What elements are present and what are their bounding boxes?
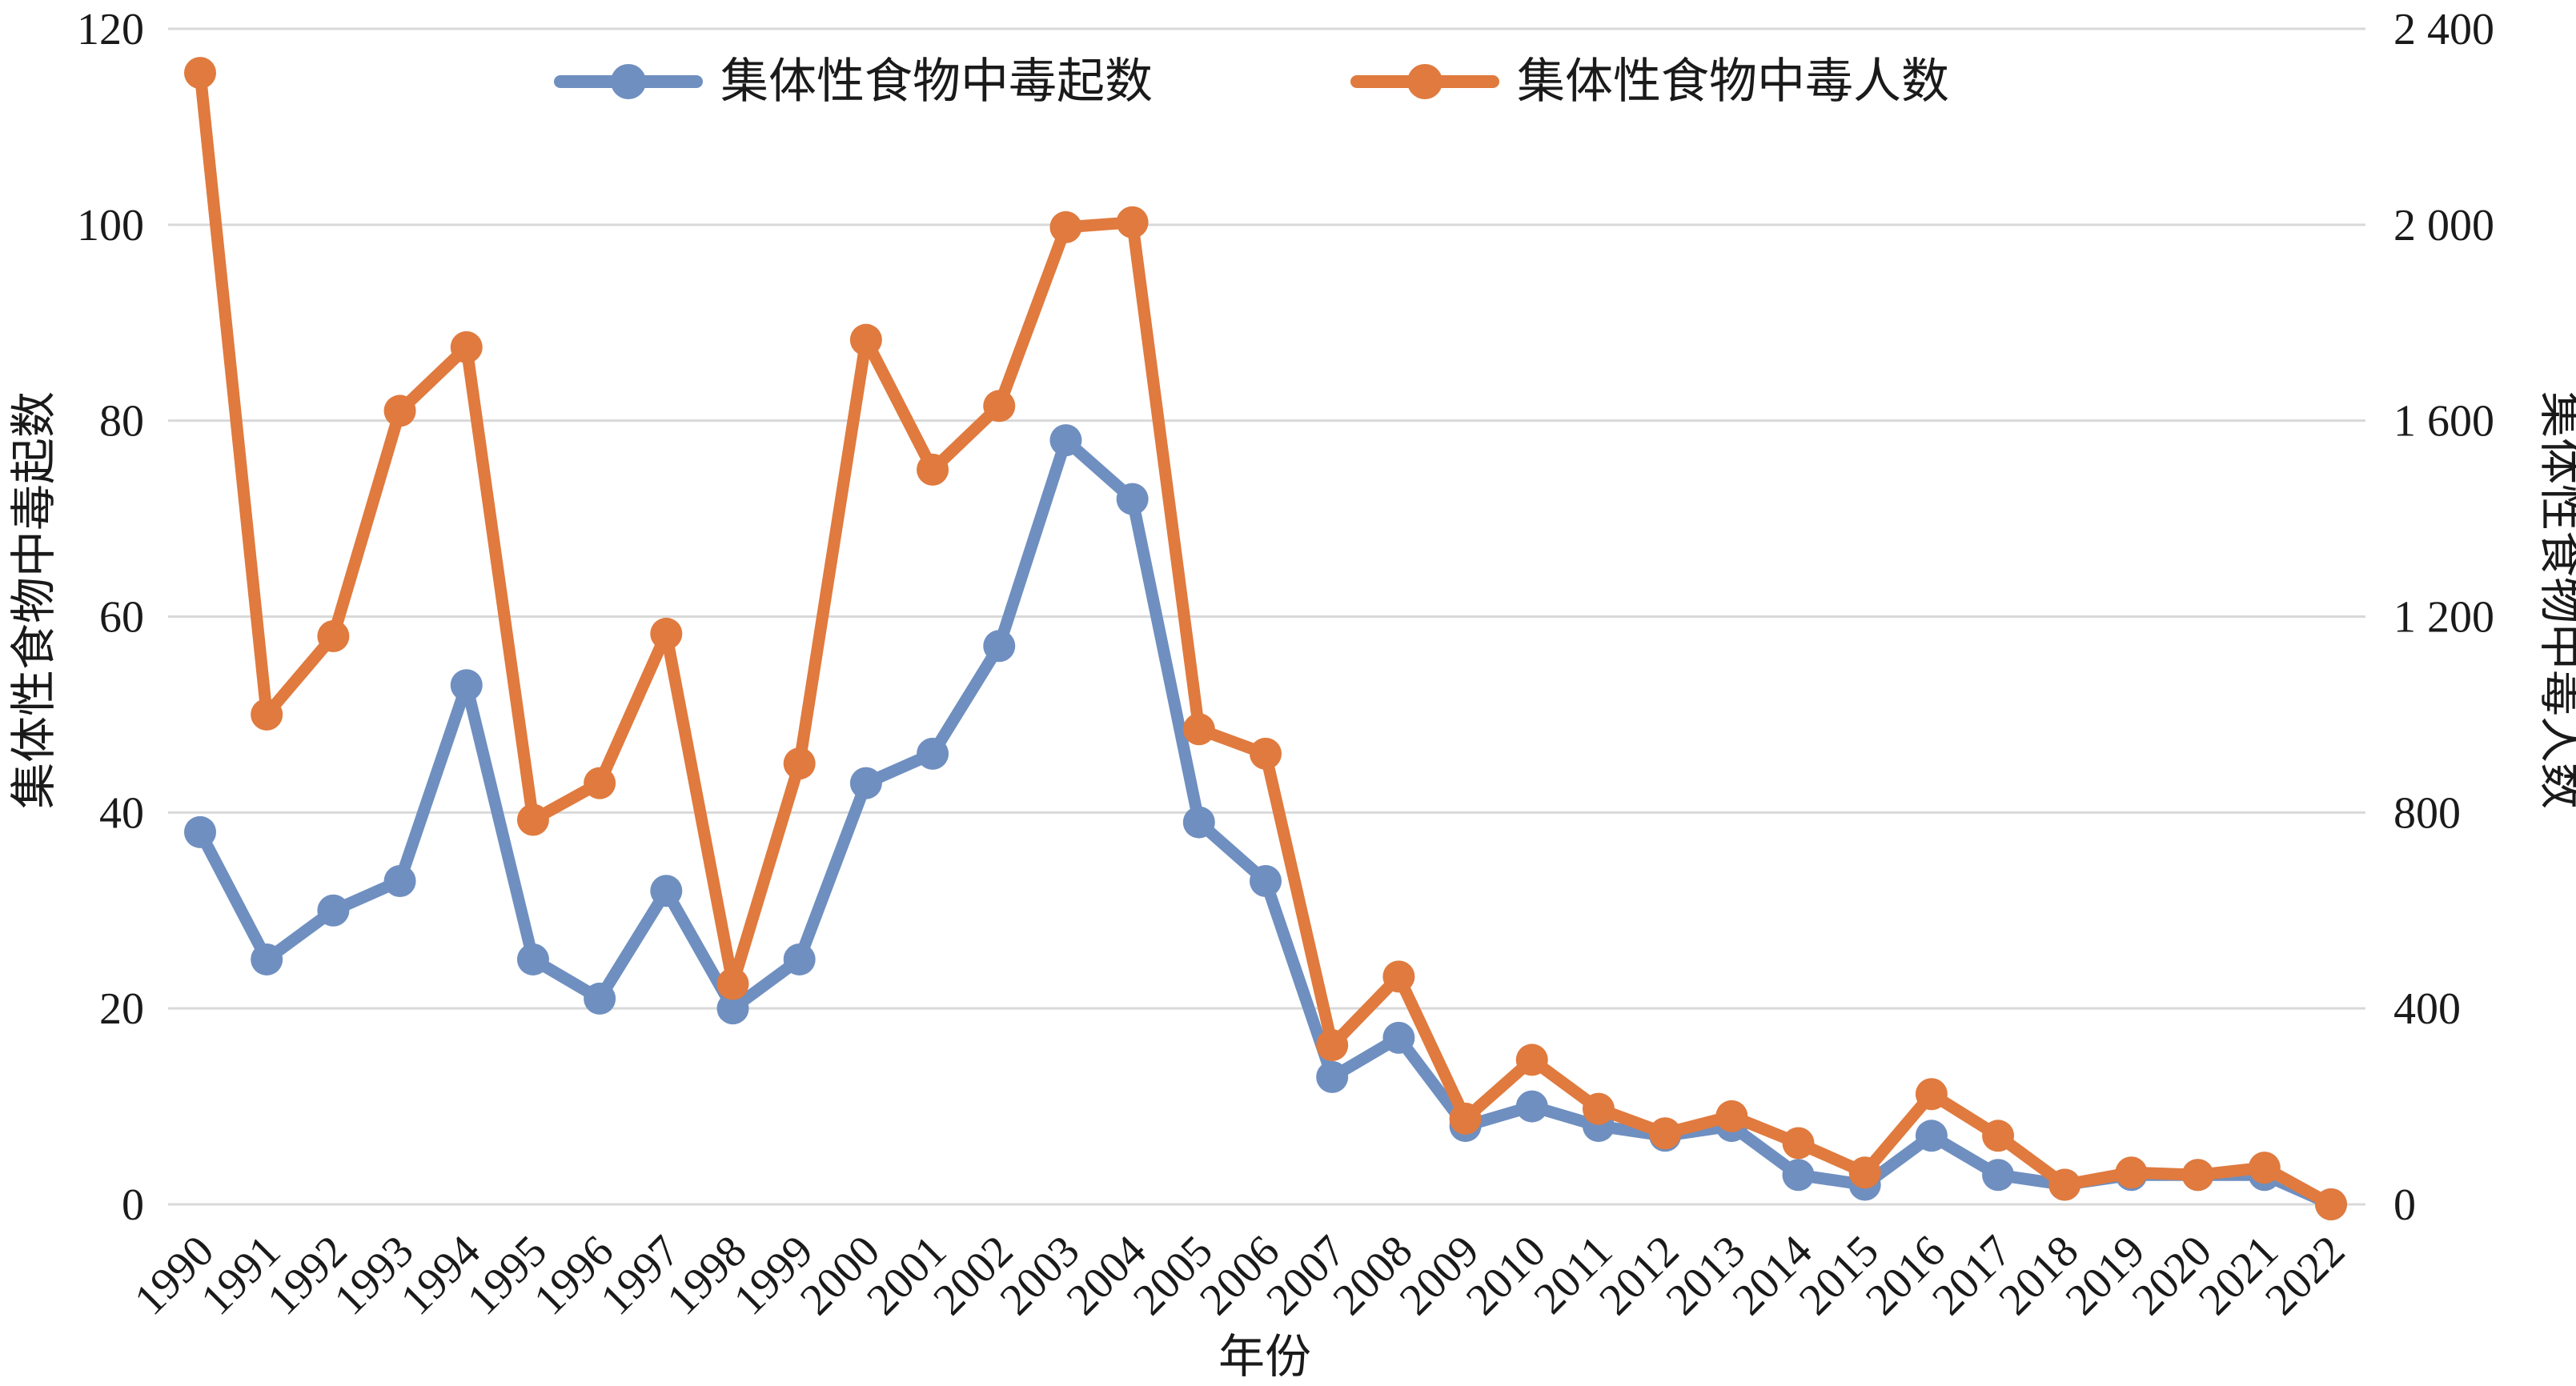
data-point [917,737,949,770]
legend-item-incidents: 集体性食物中毒起数 [554,54,1153,110]
data-point [1782,1159,1815,1192]
data-point [716,967,749,1000]
data-point [917,453,949,486]
data-point [1250,865,1282,898]
data-point [1982,1159,2015,1192]
data-point [2115,1156,2148,1189]
data-point [450,330,483,363]
data-point [1982,1120,2015,1152]
data-point [716,992,749,1025]
right-y-tick-label: 1 600 [2393,397,2494,447]
data-point [317,894,350,927]
left-y-tick-label: 80 [99,397,144,447]
data-point [584,767,616,799]
data-point [1649,1117,1682,1150]
data-point [2181,1159,2214,1192]
data-point [1782,1127,1815,1160]
right-y-tick-label: 2 400 [2393,5,2494,54]
data-point [1449,1102,1482,1135]
legend: 集体性食物中毒起数 集体性食物中毒人数 [554,54,1949,110]
data-point [1382,1021,1415,1054]
data-point [1182,713,1215,746]
right-y-tick-label: 1 200 [2393,593,2494,643]
left-y-axis-ticks: 0 20 40 60 80 100 120 [77,5,144,1230]
data-point [184,815,216,848]
data-point [251,698,283,731]
left-y-tick-label: 120 [77,5,144,54]
data-point [650,617,683,650]
data-point [849,323,882,356]
data-point [2248,1152,2281,1184]
data-point [516,943,549,975]
left-y-tick-label: 0 [122,1180,144,1230]
data-point [1582,1092,1615,1125]
data-point [1049,424,1082,457]
data-point [1049,210,1082,243]
left-y-axis-title: 集体性食物中毒起数 [6,391,61,809]
left-y-tick-label: 20 [99,984,144,1034]
data-point [1116,206,1149,238]
data-point [783,943,816,975]
right-y-tick-label: 800 [2393,788,2461,838]
series-layer [184,57,2347,1220]
data-point [383,395,416,427]
data-point [1715,1100,1748,1132]
data-point [450,669,483,702]
data-point [251,943,283,975]
legend-label-incidents: 集体性食物中毒起数 [720,54,1153,110]
data-point [2315,1188,2347,1220]
gridlines [168,27,2365,1010]
series-1 [184,57,2347,1220]
data-point [1316,1060,1349,1093]
data-point [650,875,683,907]
data-point [849,767,882,799]
right-y-axis-ticks: 0 400 800 1 200 1 600 2 000 2 400 [2393,5,2494,1230]
legend-marker-people [1407,64,1442,99]
legend-item-people: 集体性食物中毒人数 [1350,54,1949,110]
data-point [1382,960,1415,993]
series-line [194,66,2337,1211]
data-point [1316,1029,1349,1062]
data-point [2048,1168,2081,1201]
data-point [516,803,549,836]
data-point [783,747,816,780]
data-point [1848,1156,1881,1189]
legend-marker-incidents [611,64,646,99]
data-point [1515,1044,1548,1076]
data-point [1515,1090,1548,1123]
legend-label-people: 集体性食物中毒人数 [1517,54,1949,110]
data-point [1915,1120,1948,1152]
x-axis-ticks: 1990199119921993199419951996199719981999… [125,1226,2354,1324]
left-y-tick-label: 40 [99,788,144,838]
data-point [1116,483,1149,515]
right-y-tick-label: 2 000 [2393,201,2494,250]
left-y-tick-label: 100 [77,201,144,250]
data-point [983,630,1016,663]
left-y-tick-label: 60 [99,593,144,643]
data-point [1250,737,1282,770]
right-y-axis-title: 集体性食物中毒人数 [2534,391,2576,809]
data-point [983,390,1016,423]
right-y-tick-label: 400 [2393,984,2461,1034]
series-0 [184,424,2347,1220]
data-point [184,57,216,90]
x-axis-title: 年份 [1218,1329,1311,1384]
data-point [1182,806,1215,839]
data-point [584,982,616,1015]
x-tick-label: 2022 [2256,1226,2354,1324]
right-y-tick-label: 0 [2393,1180,2416,1230]
data-point [1915,1078,1948,1111]
data-point [383,865,416,898]
data-point [317,619,350,652]
